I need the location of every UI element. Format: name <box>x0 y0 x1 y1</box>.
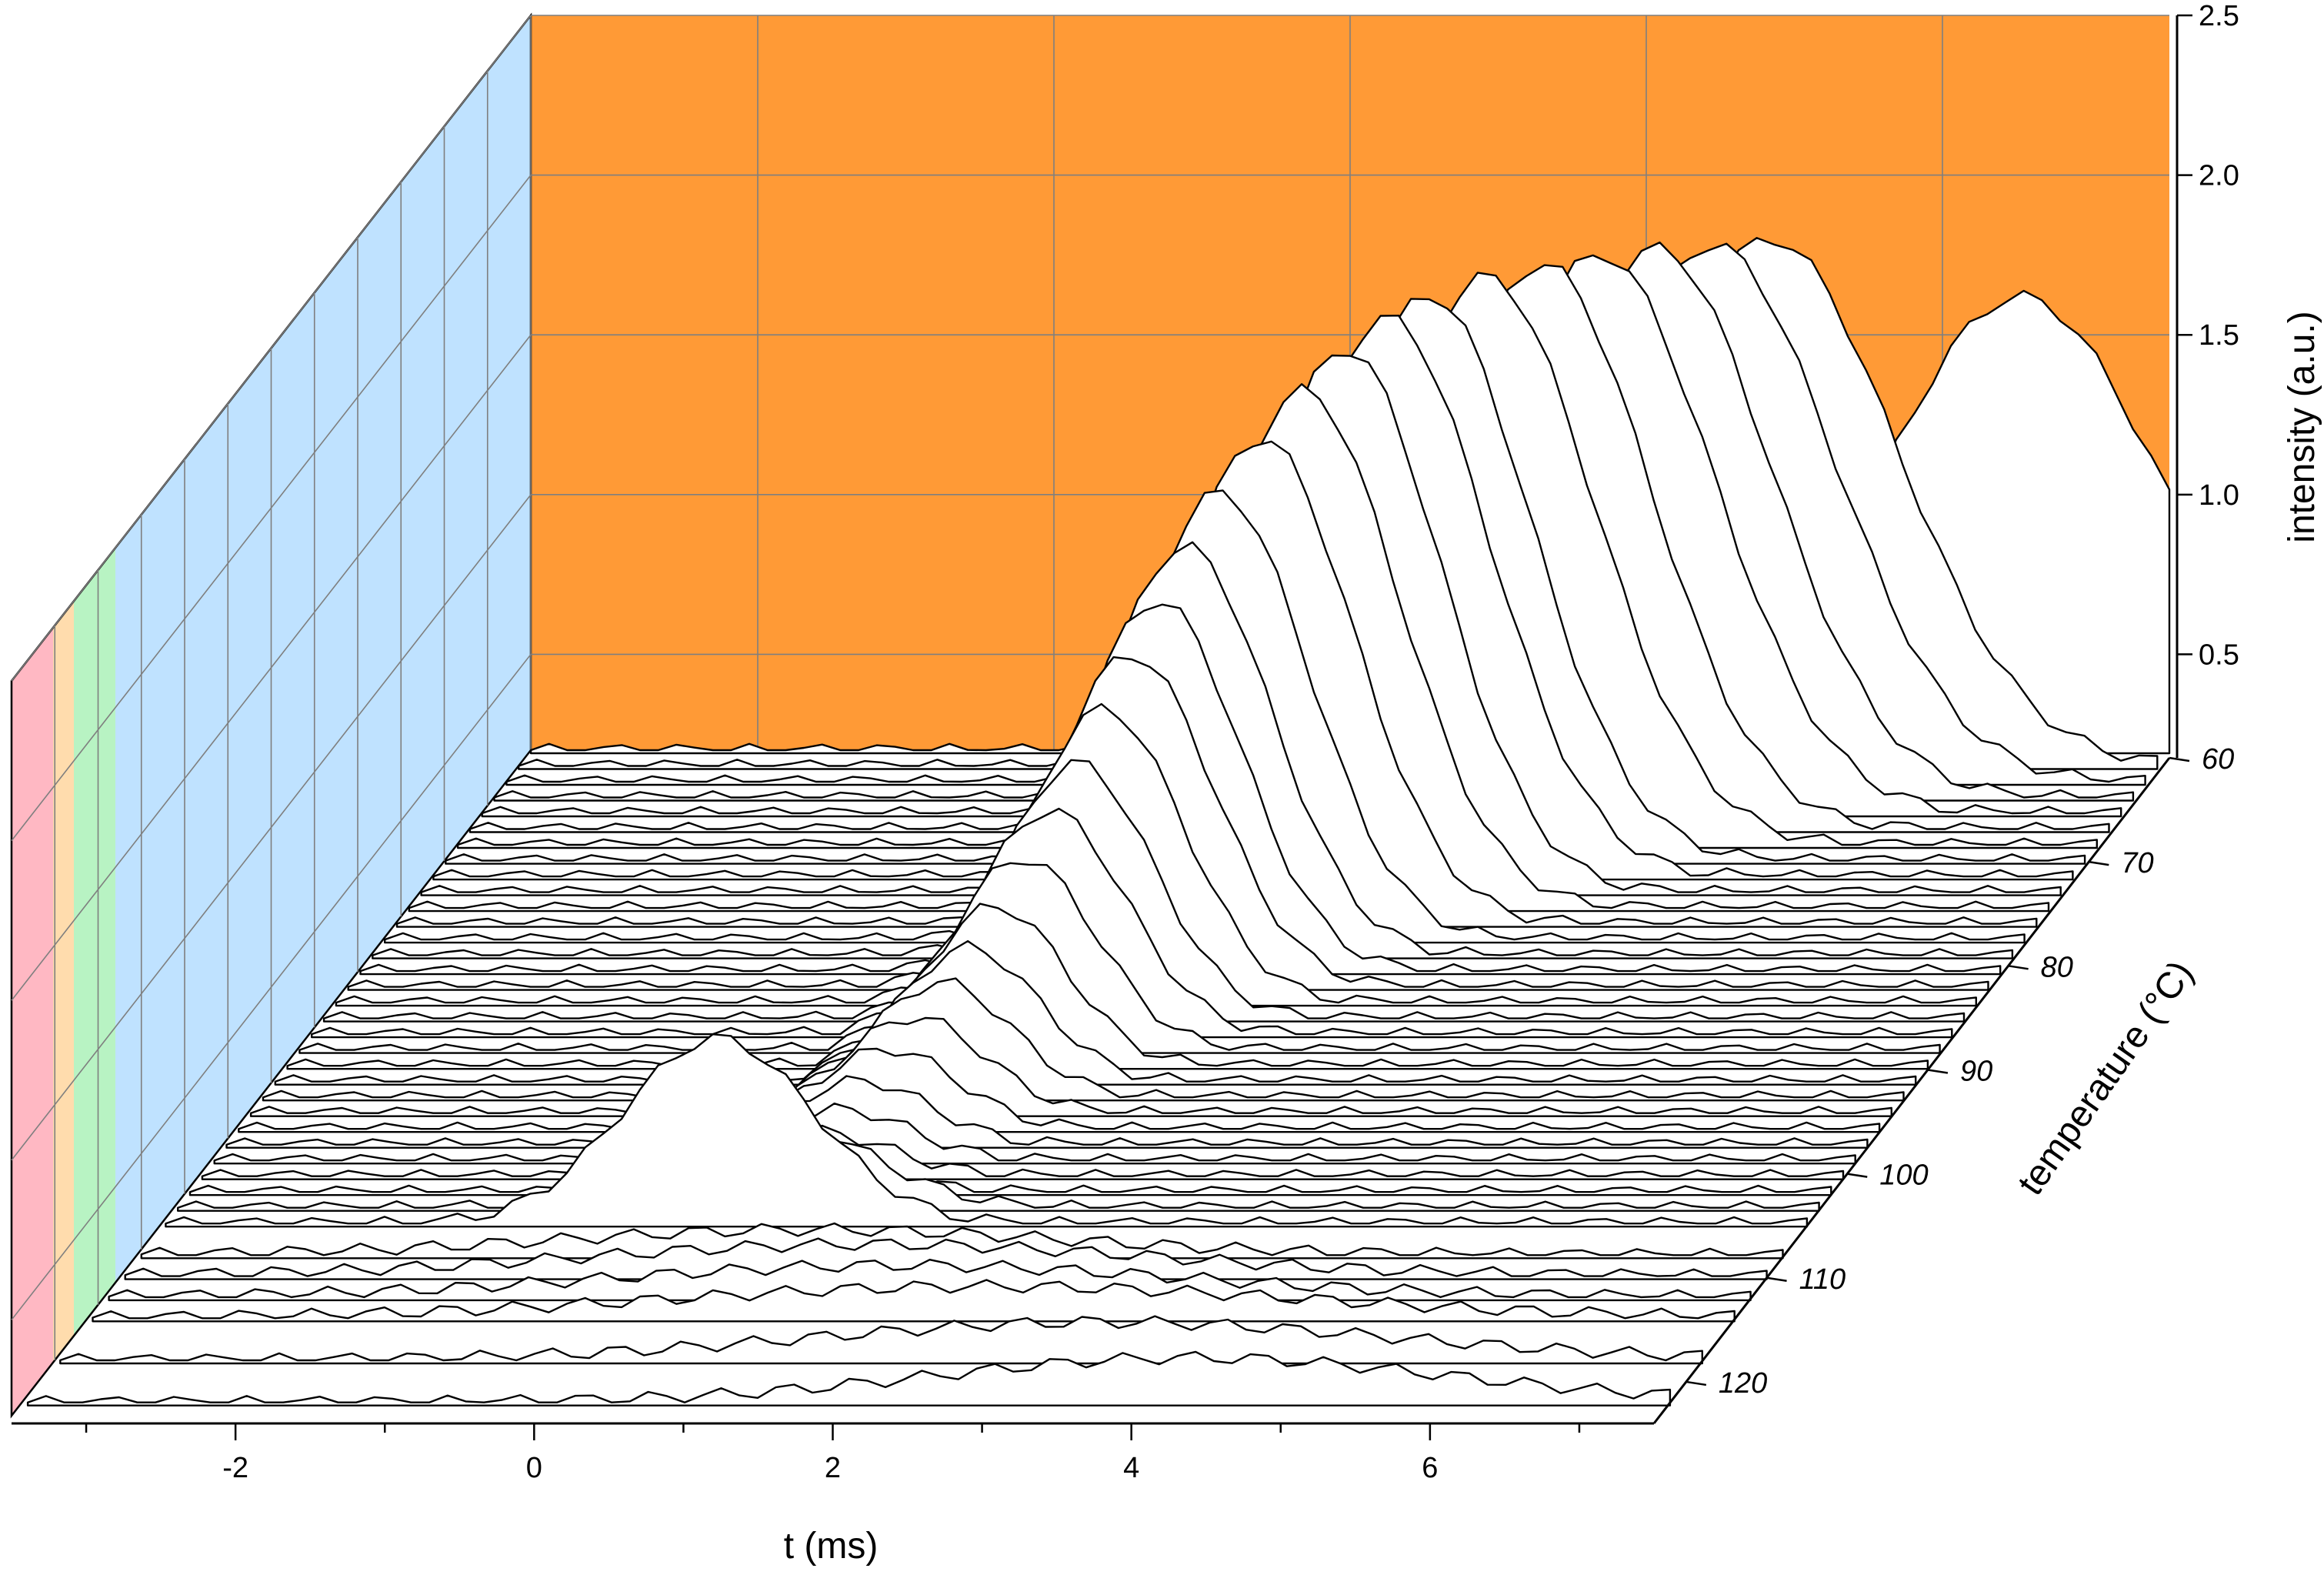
y-tick <box>2169 756 2190 762</box>
trace-T96 <box>238 1047 1881 1133</box>
x-tick-label: 0 <box>526 1452 542 1484</box>
y-tick-label: 90 <box>1960 1055 1992 1087</box>
trace-T87 <box>311 807 1953 1039</box>
y-tick-label: 100 <box>1879 1160 1928 1192</box>
y-tick-label: 80 <box>2041 951 2073 983</box>
side-wall-band <box>53 601 74 1363</box>
z-tick-label: 2.0 <box>2199 160 2239 192</box>
trace-T102 <box>188 1148 1832 1196</box>
side-wall-band <box>115 15 531 1283</box>
chart-traces <box>26 237 2171 1406</box>
y-tick <box>2008 965 2029 970</box>
z-tick-label: 0.5 <box>2199 639 2239 671</box>
y-tick-label: 120 <box>1719 1367 1767 1400</box>
x-tick-label: 2 <box>825 1452 841 1484</box>
x-axis-title: t (ms) <box>784 1526 879 1567</box>
y-axis-line <box>1652 757 2171 1424</box>
z-tick-label: 1.0 <box>2199 479 2239 512</box>
trace-T97.5 <box>225 1075 1869 1149</box>
chart-axes: -2 0 2 4 6 60 70 80 90 100 110 120 0.5 1.0 1.5 2.0 2.5 <box>12 0 2239 1484</box>
trace-T94.5 <box>249 1016 1892 1117</box>
y-tick <box>1766 1276 1787 1283</box>
trace-T108 <box>140 1222 1784 1260</box>
y-axis-title: temperature (°C) <box>2010 953 2202 1203</box>
x-tick-label: -2 <box>222 1452 248 1484</box>
trace-T93 <box>262 977 1905 1102</box>
x-tick-label: 4 <box>1123 1452 1139 1484</box>
y-tick-label: 110 <box>1799 1263 1846 1296</box>
trace-T110 <box>124 1237 1768 1280</box>
y-tick-label: 60 <box>2202 743 2234 776</box>
trace-T99 <box>213 1103 1856 1165</box>
z-tick-label: 2.5 <box>2199 0 2239 32</box>
y-tick <box>1927 1069 1949 1074</box>
y-tick <box>1685 1380 1707 1386</box>
trace-T90 <box>286 903 1929 1070</box>
trace-T122 <box>26 1350 1672 1406</box>
trace-T114 <box>92 1279 1735 1323</box>
trace-T100.5 <box>201 1124 1845 1180</box>
trace-T112 <box>108 1259 1752 1302</box>
trace-T91.5 <box>274 939 1917 1086</box>
z-tick-label: 1.5 <box>2199 319 2239 352</box>
side-wall-band <box>74 548 115 1336</box>
trace-T88.5 <box>298 862 1941 1054</box>
trace-T118 <box>59 1315 1703 1365</box>
trace-T105 <box>165 1033 1809 1228</box>
z-axis-title: intensity (a.u.) <box>2282 311 2322 542</box>
y-tick <box>2089 860 2109 866</box>
y-tick <box>1847 1173 1868 1178</box>
trace-T85.5 <box>322 759 1966 1023</box>
x-tick-label: 6 <box>1422 1452 1438 1484</box>
side-wall-band <box>12 627 53 1416</box>
y-tick-label: 70 <box>2121 847 2153 879</box>
trace-T84 <box>335 702 1977 1007</box>
